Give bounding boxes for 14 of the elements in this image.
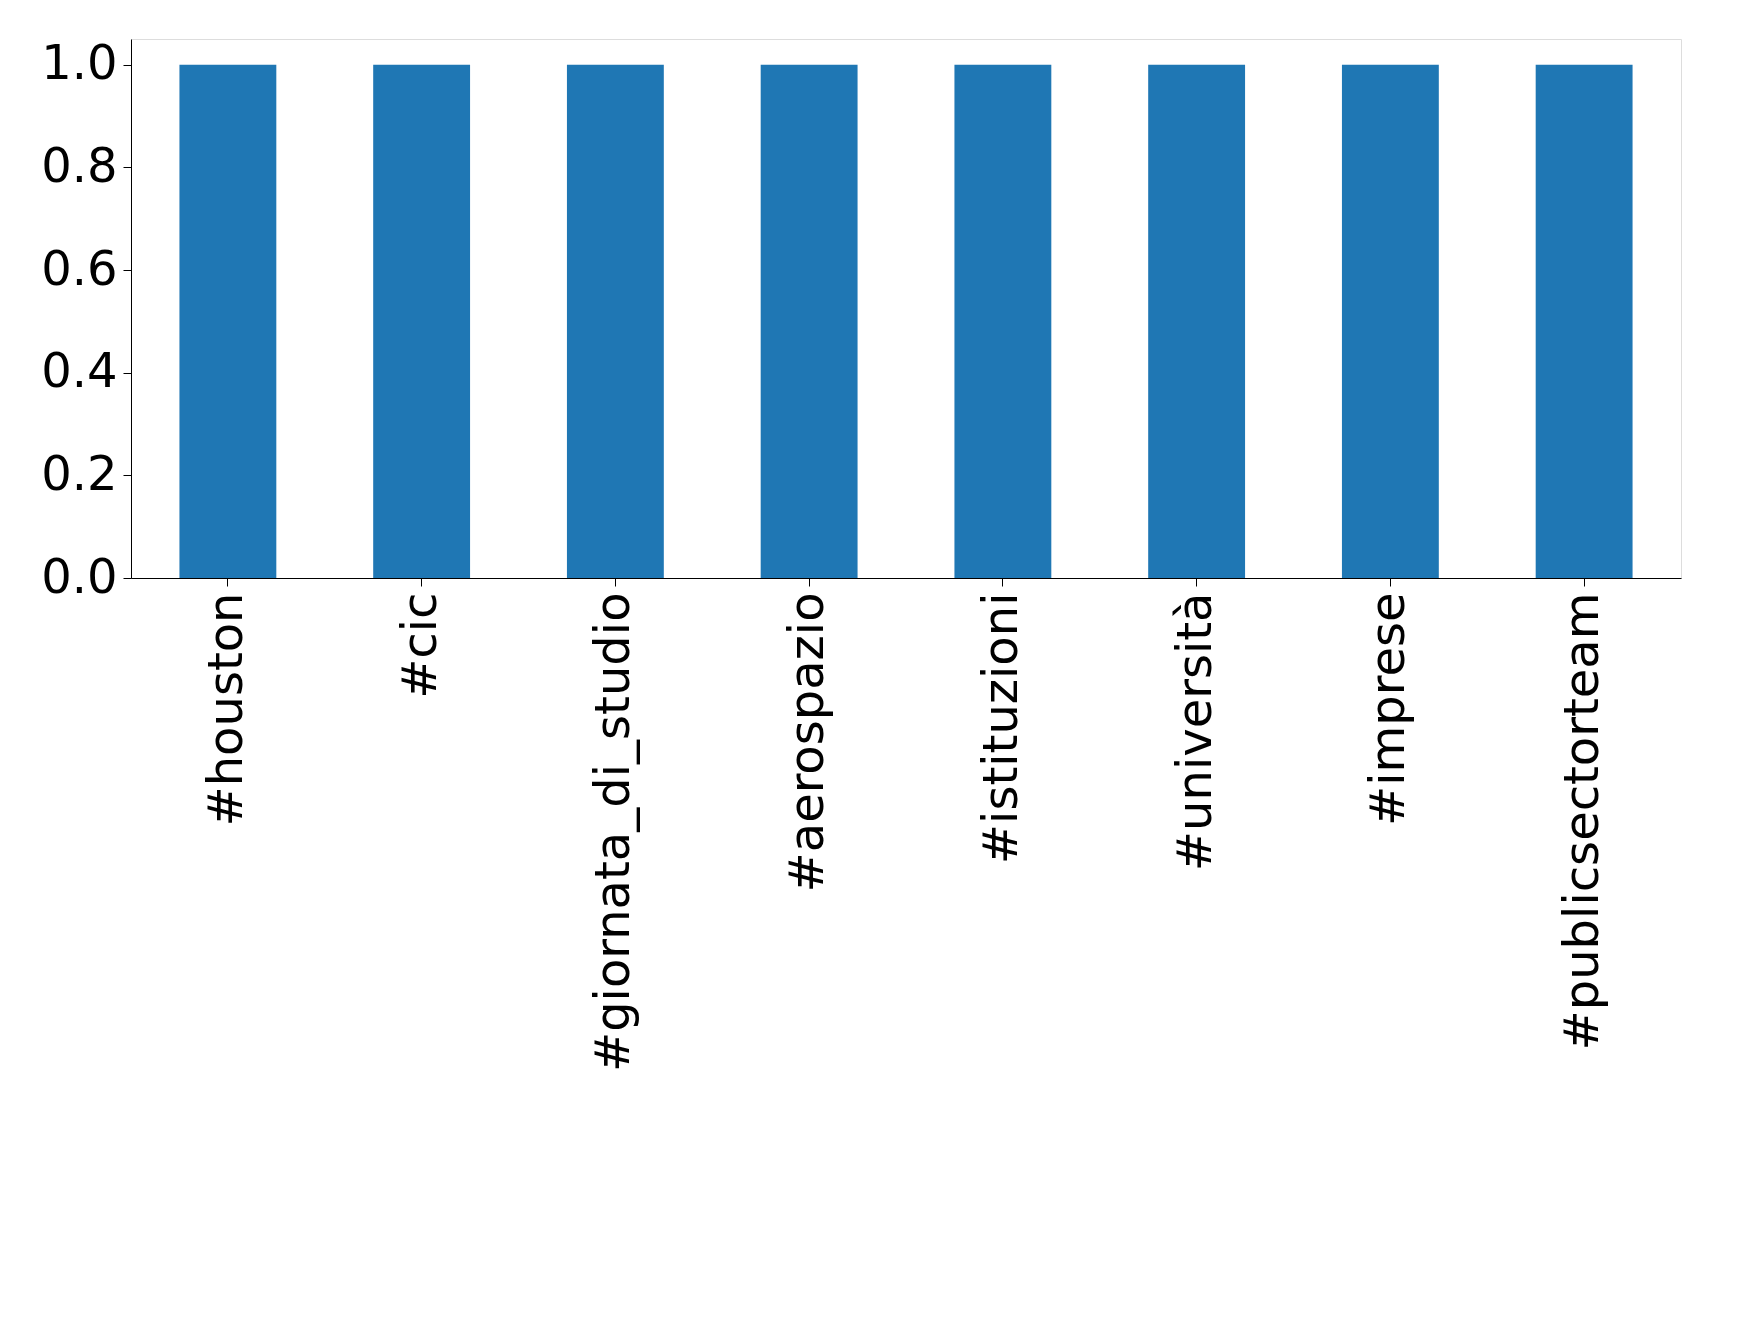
x-tick-label: #giornata_di_studio [584,592,641,1073]
x-tick-label: #publicsectorteam [1553,592,1610,1051]
x-tick-label: #istituzioni [971,592,1028,865]
x-tick-label: #aerospazio [778,592,835,893]
y-tick-label: 0.4 [41,342,118,399]
x-tick-label: #università [1165,592,1222,872]
y-tick-label: 0.0 [41,547,118,604]
y-tick-label: 0.2 [41,444,118,501]
y-tick-label: 0.8 [41,136,118,193]
y-tick-label: 1.0 [41,34,118,91]
x-tick-label: #cic [390,592,447,699]
x-tick-label: #houston [196,592,253,827]
x-tick-label: #imprese [1359,592,1416,827]
y-tick-label: 0.6 [41,239,118,296]
